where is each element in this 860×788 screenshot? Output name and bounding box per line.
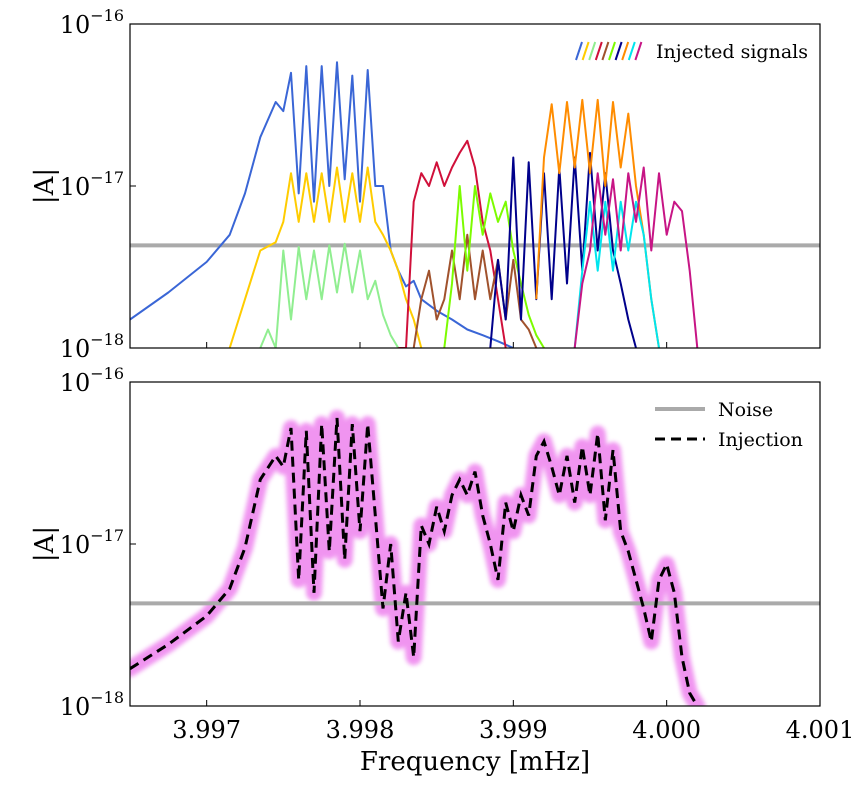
noise-legend-label: Noise [718,399,773,421]
top-ytick-label: 10−16 [60,6,124,39]
bottom-panel: 3.997 3.998 3.999 4.000 4.001 10−16 10−17 10−1… [30,364,854,777]
bottom-plot-area [130,409,820,706]
legend-stroke-signal-green [608,41,616,61]
bottom-ytick-label: 10−18 [60,688,124,721]
top-legend: Injected signals [575,41,808,63]
legend-stroke-signal-gold [581,41,590,61]
legend-stroke-signal-lightgreen [588,41,597,61]
legend-stroke-signal-blue [575,41,583,61]
legend-stroke-signal-orange [621,41,630,61]
top-ytick-label: 10−17 [60,168,124,201]
bottom-xtick-label: 3.998 [326,716,395,744]
bottom-y-axis-label: |A| [30,526,60,562]
legend-stroke-signal-red [594,41,603,61]
x-axis-label: Frequency [mHz] [360,747,590,777]
signal-blue-line [130,61,514,348]
bottom-axes-frame [129,381,821,707]
signal-brown-line [412,233,538,348]
bottom-xtick-label: 4.001 [786,716,855,744]
injection-line [130,417,699,706]
signal-gold-line [228,166,423,348]
top-y-axis-label: |A| [30,168,60,204]
top-panel: 10−16 10−17 10−18 |A| Injected signals [30,6,821,363]
bottom-xtick-label: 4.000 [632,716,701,744]
legend-stroke-signal-navy [614,41,623,61]
signal-cyan-line [573,200,660,348]
injected-signals-legend-label: Injected signals [656,41,808,63]
posterior-band [130,409,706,706]
injection-legend-label: Injection [718,429,803,451]
signal-red-line [398,139,507,348]
signal-navy-line [489,151,637,348]
signal-magenta-line [573,166,699,348]
bottom-xtick-label: 3.999 [479,716,548,744]
bottom-xtick-label: 3.997 [172,716,241,744]
top-ytick-label: 10−18 [60,330,124,363]
bottom-ytick-label: 10−17 [60,526,124,559]
signal-green-line [443,185,545,348]
legend-stroke-signal-cyan [627,41,636,61]
legend-stroke-signal-brown [601,41,610,61]
bottom-legend: Noise Injection [655,399,803,451]
injected-signals-legend-swatch [575,41,643,61]
bottom-ytick-label: 10−16 [60,364,124,397]
legend-stroke-signal-magenta [634,41,643,61]
signal-lightgreen-line [259,242,400,348]
top-plot-area [130,61,820,348]
